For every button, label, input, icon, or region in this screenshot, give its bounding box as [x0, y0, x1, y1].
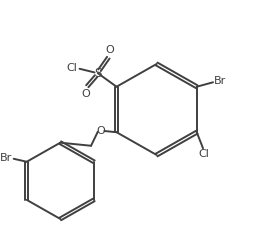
- Text: Cl: Cl: [199, 149, 210, 159]
- Text: O: O: [106, 45, 114, 55]
- Text: Cl: Cl: [67, 62, 77, 73]
- Text: O: O: [81, 89, 90, 99]
- Text: S: S: [94, 67, 101, 80]
- Text: O: O: [96, 126, 105, 136]
- Text: Br: Br: [0, 153, 12, 163]
- Text: Br: Br: [214, 76, 226, 86]
